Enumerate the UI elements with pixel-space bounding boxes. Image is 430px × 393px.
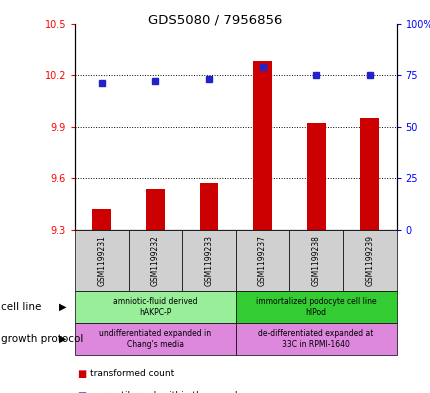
Text: percentile rank within the sample: percentile rank within the sample [90, 391, 243, 393]
Text: ■: ■ [77, 391, 86, 393]
Text: GSM1199232: GSM1199232 [150, 235, 160, 286]
Bar [92, 209, 111, 230]
Text: GSM1199233: GSM1199233 [204, 235, 213, 286]
Text: GSM1199237: GSM1199237 [258, 235, 267, 286]
Text: immortalized podocyte cell line
hIPod: immortalized podocyte cell line hIPod [255, 297, 375, 317]
Text: GDS5080 / 7956856: GDS5080 / 7956856 [148, 14, 282, 27]
Text: cell line: cell line [1, 302, 41, 312]
Text: GSM1199239: GSM1199239 [364, 235, 373, 286]
Bar [199, 184, 218, 230]
Text: growth protocol: growth protocol [1, 334, 83, 344]
Text: de-differentiated expanded at
33C in RPMI-1640: de-differentiated expanded at 33C in RPM… [258, 329, 373, 349]
Bar [359, 118, 378, 230]
Text: GSM1199238: GSM1199238 [311, 235, 320, 286]
Text: ▶: ▶ [59, 302, 66, 312]
Text: undifferentiated expanded in
Chang's media: undifferentiated expanded in Chang's med… [99, 329, 211, 349]
Text: transformed count: transformed count [90, 369, 174, 378]
Bar [306, 123, 325, 230]
Bar [252, 61, 271, 230]
Text: ▶: ▶ [59, 334, 66, 344]
Bar [146, 189, 164, 230]
Text: amniotic-fluid derived
hAKPC-P: amniotic-fluid derived hAKPC-P [113, 297, 197, 317]
Text: GSM1199231: GSM1199231 [97, 235, 106, 286]
Text: ■: ■ [77, 369, 86, 379]
